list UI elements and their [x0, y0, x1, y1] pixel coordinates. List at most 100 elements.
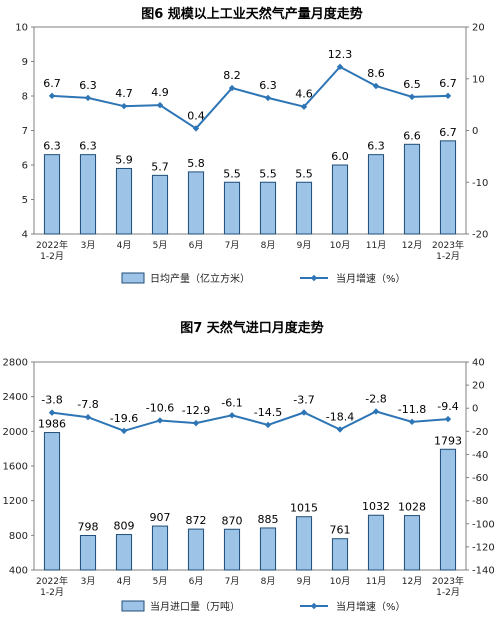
bar-data-label: 5.5	[223, 167, 241, 180]
line-point	[336, 426, 344, 433]
left-axis-tick-label: 800	[9, 531, 28, 542]
left-axis-tick-label: 8	[22, 92, 28, 103]
right-axis-tick-label: -20	[472, 230, 488, 241]
bar	[43, 154, 61, 235]
legend-bar-label: 当月进口量（万吨）	[150, 600, 240, 613]
bar-data-label: 907	[150, 511, 171, 524]
bar-data-label: 809	[114, 520, 135, 533]
bar-data-label: 1793	[434, 434, 462, 447]
line-point	[336, 63, 344, 71]
right-axis-tick-label: 20	[472, 381, 485, 392]
x-tick-label: 5月	[153, 240, 168, 251]
bar	[259, 527, 277, 571]
plot-area	[33, 361, 467, 571]
bar	[115, 534, 133, 571]
line-data-label: 6.7	[43, 77, 61, 90]
bar	[151, 174, 169, 235]
line-point	[84, 414, 92, 421]
line-data-label: -2.8	[365, 392, 386, 405]
line-point	[444, 92, 452, 100]
bar-data-label: 1028	[398, 501, 426, 514]
left-axis-tick-label: 10	[15, 23, 28, 34]
bar-data-label: 870	[222, 514, 243, 527]
right-axis-tick-label: 40	[472, 358, 485, 369]
x-tick-label: 5月	[153, 576, 168, 587]
left-axis-tick-label: 400	[9, 566, 28, 577]
line-data-label: 4.9	[151, 86, 169, 99]
left-axis-tick-label: 2800	[3, 358, 28, 369]
x-tick-label: 6月	[189, 576, 204, 587]
chart-2: 图7 天然气进口月度走势40080012001600200024002800-1…	[3, 320, 495, 613]
x-tick-label: 12月	[402, 240, 422, 251]
line-data-label: -14.5	[254, 406, 282, 419]
growth-line	[51, 410, 449, 432]
line-data-label: -12.9	[182, 404, 210, 417]
x-tick-label: 2023年 1-2月	[432, 575, 464, 598]
line-point	[408, 93, 416, 101]
line-point	[48, 409, 56, 416]
bar	[43, 432, 61, 571]
bar-data-label: 1986	[38, 418, 66, 431]
x-tick-label: 8月	[261, 576, 276, 587]
line-data-label: 12.3	[328, 48, 353, 61]
x-tick-label: 10月	[330, 576, 350, 587]
chart-title: 图6 规模以上工业天然气产量月度走势	[141, 6, 363, 22]
legend: 当月进口量（万吨） 当月增速（%）	[121, 600, 406, 613]
left-axis-tick-label: 4	[22, 230, 28, 241]
bar	[223, 181, 241, 235]
right-axis-tick-label: 0	[472, 126, 478, 137]
right-axis-tick-label: -10	[472, 178, 488, 189]
right-axis-tick-label: -140	[472, 566, 495, 577]
bar-data-label: 6.3	[79, 140, 97, 153]
legend-line-marker	[310, 274, 318, 282]
line-series: 6.7 6.3 4.7 4.9 0.4 8.2 6.3 4.6 12.3 8.6 6.5 6.7	[43, 48, 457, 132]
line-point	[228, 412, 236, 419]
x-tick-label: 11月	[366, 240, 386, 251]
right-axis-tick-label: 20	[472, 23, 485, 34]
bar-data-label: 5.7	[151, 160, 169, 173]
line-point	[264, 421, 272, 429]
left-axis-tick-label: 1600	[3, 462, 28, 473]
x-tick-label: 9月	[297, 240, 312, 251]
left-axis-tick-label: 2000	[3, 427, 28, 438]
bar	[295, 516, 313, 571]
chart-title: 图7 天然气进口月度走势	[180, 320, 324, 336]
bar-data-label: 6.3	[367, 140, 385, 153]
left-axis-tick-label: 7	[22, 126, 28, 137]
left-axis-tick-label: 1200	[3, 496, 28, 507]
line-data-label: -11.8	[398, 403, 426, 416]
line-point	[264, 94, 272, 102]
bar-data-label: 5.8	[187, 157, 205, 170]
bar	[79, 154, 97, 235]
line-point	[120, 102, 128, 110]
line-point	[372, 82, 380, 90]
x-tick-label: 8月	[261, 240, 276, 251]
line-point	[372, 408, 380, 415]
line-data-label: -7.8	[77, 398, 98, 411]
right-axis-tick-label: 10	[472, 74, 485, 85]
right-axis-tick-label: 0	[472, 404, 478, 415]
legend-bar-swatch	[121, 272, 145, 284]
right-axis-tick-label: -20	[472, 427, 488, 438]
x-tick-label: 12月	[402, 576, 422, 587]
x-tick-label: 9月	[297, 576, 312, 587]
legend-line-marker	[310, 602, 318, 610]
legend-bar-swatch	[121, 600, 145, 612]
x-tick-label: 6月	[189, 240, 204, 251]
line-point	[228, 84, 236, 92]
right-axis-tick-label: -120	[472, 542, 495, 553]
bar-data-label: 1015	[290, 502, 318, 515]
line-point	[192, 125, 200, 132]
line-point	[156, 101, 164, 109]
bar-data-label: 798	[78, 521, 99, 534]
line-data-label: 6.5	[403, 78, 421, 91]
line-point	[84, 94, 92, 102]
line-data-label: -3.7	[293, 393, 314, 406]
bar-data-label: 6.7	[439, 126, 457, 139]
bar-data-label: 5.9	[115, 153, 133, 166]
line-point	[300, 409, 308, 416]
legend-line-label: 当月增速（%）	[336, 600, 406, 613]
bar	[187, 528, 205, 571]
right-axis-tick-label: -100	[472, 519, 495, 530]
x-tick-label: 3月	[81, 576, 96, 587]
